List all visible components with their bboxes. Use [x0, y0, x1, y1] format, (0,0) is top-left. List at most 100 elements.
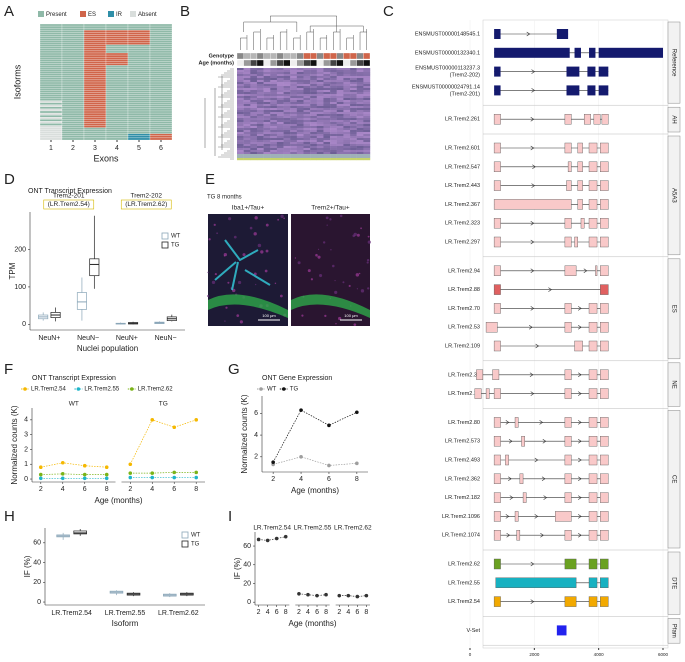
matrix-cell [61, 73, 85, 76]
intron-arrow [531, 69, 536, 74]
matrix-cell [83, 100, 107, 103]
heat-cell [296, 144, 304, 147]
heat-cell [336, 104, 344, 107]
matrix-cell [83, 54, 107, 58]
intron-arrow [578, 495, 582, 500]
matrix-cell [105, 77, 129, 81]
heat-cell [290, 116, 298, 119]
heat-cell [270, 102, 278, 105]
heat-cell [237, 94, 244, 97]
y-tick-label: 20 [243, 580, 251, 587]
heat-cell [343, 150, 351, 153]
intron-arrow [508, 438, 513, 444]
matrix-cell [149, 100, 173, 103]
heat-cell [356, 156, 364, 159]
speck [297, 261, 301, 265]
matrix-cell [149, 63, 173, 66]
speck [319, 273, 323, 278]
matrix-cell [127, 119, 151, 122]
matrix-cell [149, 137, 173, 141]
matrix-cell [61, 28, 85, 31]
speck [330, 248, 332, 251]
heat-cell [290, 90, 298, 93]
matrix-cell [149, 54, 173, 58]
heat-cell [356, 128, 364, 131]
heat-cell [296, 114, 304, 117]
matrix-cell [61, 46, 85, 49]
transcript-name: LR.Trem2.1096 [442, 514, 480, 520]
heat-cell [256, 108, 264, 111]
heat-cell [263, 78, 271, 81]
heat-cell [343, 86, 351, 89]
matrix-cell [105, 96, 129, 99]
heat-cell [290, 70, 298, 73]
heat-cell [363, 106, 371, 109]
legend-key [161, 241, 169, 249]
matrix-cell [61, 108, 85, 112]
heat-cell [250, 142, 258, 145]
heat-cell [256, 106, 264, 109]
exon [588, 492, 598, 503]
band [208, 294, 288, 318]
age-cell [336, 59, 344, 67]
matrix-cell [39, 28, 63, 31]
matrix-cell [39, 96, 63, 99]
heat-cell [343, 92, 351, 95]
speck [237, 280, 242, 285]
matrix-cell [39, 110, 63, 114]
exon [566, 85, 580, 96]
heat-cell [270, 118, 278, 121]
heat-cell [336, 70, 344, 73]
speck [236, 314, 240, 317]
heat-cell [343, 98, 351, 101]
matrix-cell [127, 59, 151, 62]
heat-cell [323, 156, 331, 159]
annotation-label: Age (months) [199, 60, 235, 66]
intron-arrow [530, 599, 535, 604]
heat-cell [350, 112, 357, 115]
y-tick-label: 20 [33, 579, 41, 586]
speck [213, 223, 216, 226]
point [297, 591, 301, 596]
series-line [130, 472, 197, 474]
heat-cell [270, 112, 278, 115]
heat-cell [356, 98, 364, 101]
x-tick-label: 2000 [529, 652, 540, 657]
legend-label: LR.Trem2.54 [31, 387, 66, 393]
heat-cell [330, 124, 337, 127]
matrix-cell [83, 28, 107, 31]
matrix-cell [127, 36, 151, 39]
heat-cell [363, 152, 371, 155]
exon [493, 388, 501, 399]
y-tick-label: 100 [14, 284, 26, 291]
heat-cell [363, 118, 371, 121]
y-tick-label: 200 [14, 246, 26, 253]
heat-cell [263, 158, 271, 161]
heat-cell [243, 132, 251, 135]
exon [564, 265, 577, 276]
exon [588, 530, 598, 541]
matrix-cell [83, 42, 107, 45]
heat-cell [330, 122, 337, 125]
heat-cell [276, 78, 284, 81]
heat-cell [270, 90, 278, 93]
heat-cell [256, 144, 264, 147]
heat-cell [350, 82, 357, 85]
intron-arrow [578, 420, 582, 425]
heat-cell [356, 102, 364, 105]
heat-cell [237, 80, 244, 83]
heat-cell [243, 84, 251, 87]
exon [577, 142, 583, 154]
group-strip [667, 135, 681, 256]
speck [264, 269, 268, 273]
genotype-cell [296, 52, 304, 60]
heat-cell [316, 154, 324, 157]
heat-cell [363, 76, 371, 79]
matrix-cell [83, 96, 107, 99]
exon [588, 436, 598, 447]
heat-cell [303, 152, 311, 155]
heat-cell [290, 154, 298, 157]
heat-cell [343, 122, 351, 125]
heat-cell [243, 118, 251, 121]
transcript-name: LR.Trem2.53 [448, 325, 480, 331]
